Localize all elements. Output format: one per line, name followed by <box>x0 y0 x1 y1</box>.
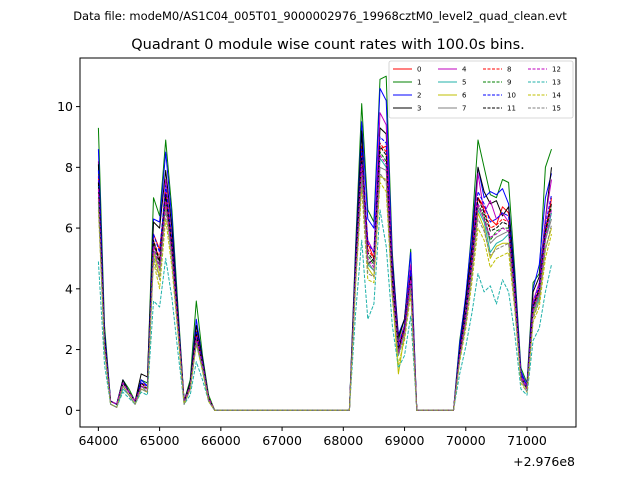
legend-label-6: 6 <box>462 92 467 100</box>
chart-title: Quadrant 0 module wise count rates with … <box>131 37 525 53</box>
y-tick-label: 4 <box>65 281 73 296</box>
x-tick-label: 69000 <box>385 433 425 448</box>
legend-label-8: 8 <box>507 66 511 74</box>
x-tick-label: 64000 <box>78 433 118 448</box>
legend-label-0: 0 <box>417 66 421 74</box>
series-line-15 <box>97 172 552 411</box>
x-tick-label: 66000 <box>201 433 241 448</box>
y-tick-label: 6 <box>65 221 73 236</box>
y-tick-label: 10 <box>57 99 73 114</box>
legend-label-1: 1 <box>417 79 421 87</box>
x-tick-label: 68000 <box>323 433 363 448</box>
figure-suptitle: Data file: modeM0/AS1C04_005T01_90000029… <box>73 9 567 23</box>
legend-frame <box>388 60 574 119</box>
series-layer <box>97 75 552 411</box>
y-tick-label: 0 <box>65 403 73 418</box>
legend-label-9: 9 <box>507 79 511 87</box>
legend-label-2: 2 <box>417 92 421 100</box>
series-line-14 <box>97 182 552 411</box>
x-tick-label: 70000 <box>446 433 486 448</box>
legend-label-10: 10 <box>507 92 516 100</box>
legend-label-14: 14 <box>552 92 561 100</box>
legend-label-3: 3 <box>417 105 421 113</box>
legend-label-12: 12 <box>552 66 561 74</box>
legend-label-11: 11 <box>507 105 516 113</box>
plot-frame <box>79 57 577 428</box>
legend-label-5: 5 <box>462 79 466 87</box>
legend-label-7: 7 <box>462 105 466 113</box>
y-tick-label: 2 <box>65 342 73 357</box>
y-tick-label: 8 <box>65 160 73 175</box>
legend-label-4: 4 <box>462 66 467 74</box>
legend-label-13: 13 <box>552 79 561 87</box>
x-tick-label: 67000 <box>262 433 302 448</box>
axis-layer: 64000 65000 66000 67000 68000 69000 70000 71000… <box>57 99 547 448</box>
x-offset-label: +2.976e8 <box>513 454 575 469</box>
x-tick-label: 71000 <box>507 433 547 448</box>
legend-label-15: 15 <box>552 105 561 113</box>
x-tick-label: 65000 <box>140 433 180 448</box>
